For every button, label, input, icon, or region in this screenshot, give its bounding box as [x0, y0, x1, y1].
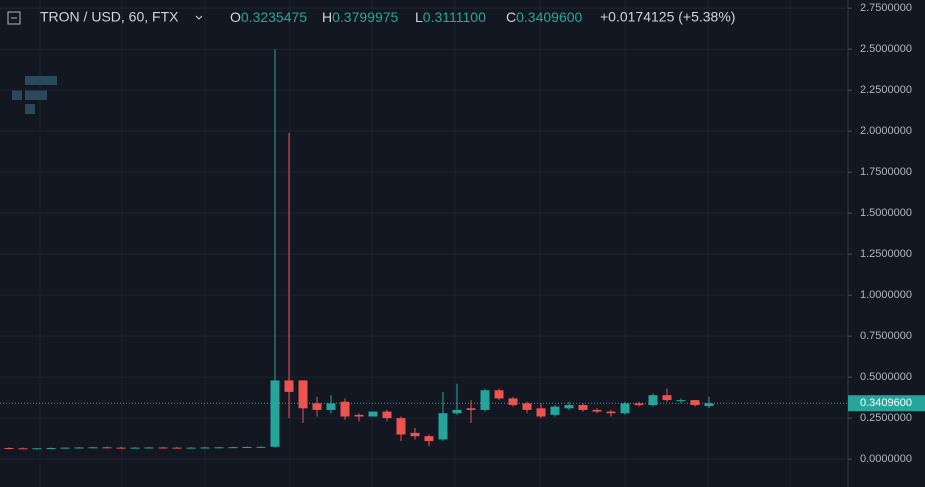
collapse-icon[interactable] [7, 11, 21, 25]
candle-body [354, 414, 364, 417]
y-tick-label: 1.0000000 [860, 289, 912, 301]
ohlc-item: L0.3111100 [415, 9, 486, 25]
y-tick-label: 2.2500000 [860, 84, 912, 96]
candle-body [200, 447, 210, 449]
candle-body [410, 432, 420, 437]
candle-body [480, 390, 490, 410]
candle-body [60, 447, 70, 449]
change: +0.0174125 (+5.38%) [600, 9, 735, 25]
ohlc-key: L [415, 9, 423, 25]
y-tick-label: 0.7500000 [860, 330, 912, 342]
candle-body [634, 403, 644, 406]
candle-body [284, 380, 294, 392]
candle-body [32, 448, 42, 450]
candle-body [676, 400, 686, 402]
y-tick-label: 1.7500000 [860, 166, 912, 178]
candle-body [256, 446, 266, 448]
candle-body [18, 448, 28, 450]
candle-body [242, 446, 252, 448]
candle-body [116, 447, 126, 449]
ohlc-key: C [506, 9, 516, 25]
candle-body [466, 408, 476, 410]
candle-body [46, 447, 56, 449]
candle-body [606, 411, 616, 414]
candle-body [298, 380, 308, 409]
ohlc-item: C0.3409600 [506, 9, 583, 25]
candle-body [158, 447, 168, 449]
last-price-box [848, 395, 925, 412]
y-tick-label: 2.7500000 [860, 2, 912, 14]
symbol[interactable]: TRON / USD, 60, FTX [40, 9, 179, 25]
candle-body [340, 401, 350, 417]
ohlc-value: 0.3799975 [332, 9, 398, 25]
candle-body [368, 411, 378, 417]
candle-body [396, 418, 406, 435]
candle-body [270, 380, 280, 447]
candle-body [564, 405, 574, 409]
candle-body [4, 447, 14, 449]
y-tick-label: 2.0000000 [860, 125, 912, 137]
y-tick-label: 0.2500000 [860, 412, 912, 424]
symbol-chevron[interactable] [195, 15, 203, 20]
candle-body [662, 395, 672, 401]
candle-body [452, 409, 462, 414]
candle-body [228, 447, 238, 449]
candle-body [186, 447, 196, 449]
candle-body [326, 403, 336, 410]
candle-body [704, 403, 714, 407]
candle-body [214, 447, 224, 449]
candle-body [438, 413, 448, 440]
ohlc-item: O0.3235475 [230, 9, 307, 25]
candle-body [550, 406, 560, 415]
y-tick-label: 2.5000000 [860, 43, 912, 55]
candle-body [536, 408, 546, 417]
y-tick-label: 0.0000000 [860, 453, 912, 465]
candle-body [88, 447, 98, 449]
candle-body [172, 447, 182, 449]
candle-body [382, 411, 392, 419]
candle-body [690, 400, 700, 406]
candle-body [620, 403, 630, 414]
y-tick-label: 1.5000000 [860, 207, 912, 219]
ohlc-value: 0.3235475 [241, 9, 307, 25]
candle-body [508, 398, 518, 406]
y-tick-label: 0.5000000 [860, 371, 912, 383]
candle-body [144, 447, 154, 449]
candle-body [522, 403, 532, 410]
time-grid [39, 0, 791, 487]
candle-body [592, 409, 602, 412]
candle-body [578, 405, 588, 410]
ohlc-key: O [230, 9, 241, 25]
candle-body [312, 403, 322, 410]
candle-body [130, 447, 140, 449]
candle-body [424, 436, 434, 442]
last-price-label: 0.3409600 [860, 397, 912, 409]
candle-body [102, 447, 112, 449]
ohlc-key: H [322, 9, 332, 25]
candle-body [494, 390, 504, 399]
ohlc-value: 0.3111100 [423, 9, 486, 25]
drawing-tools-icon[interactable] [12, 76, 57, 114]
y-tick-label: 1.2500000 [860, 248, 912, 260]
ohlc-item: H0.3799975 [322, 9, 399, 25]
candle-body [74, 447, 84, 449]
ohlc-value: 0.3409600 [516, 9, 582, 25]
candle-body [648, 395, 658, 406]
